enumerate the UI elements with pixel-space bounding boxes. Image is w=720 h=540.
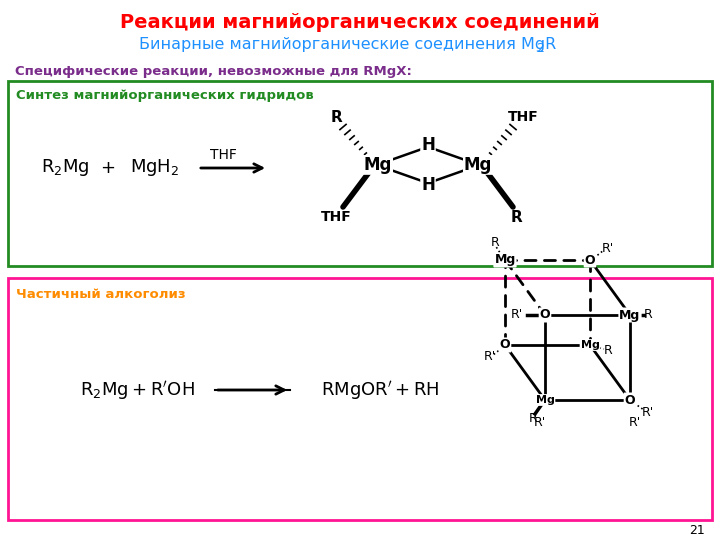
Text: $\mathsf{R_2Mg + R'OH}$: $\mathsf{R_2Mg + R'OH}$ xyxy=(80,379,195,402)
Text: H: H xyxy=(421,136,435,154)
Text: THF: THF xyxy=(508,110,539,124)
Text: O: O xyxy=(500,339,510,352)
Text: R: R xyxy=(644,308,652,321)
Text: O: O xyxy=(540,308,550,321)
Text: $\mathsf{MgH_2}$: $\mathsf{MgH_2}$ xyxy=(130,158,180,179)
Text: 2: 2 xyxy=(536,42,544,55)
Text: Mg: Mg xyxy=(495,253,516,267)
Text: $\mathsf{+}$: $\mathsf{+}$ xyxy=(100,159,116,177)
Text: Mg: Mg xyxy=(364,156,392,174)
Text: R: R xyxy=(528,411,537,424)
Text: $\mathsf{RMgOR' + RH}$: $\mathsf{RMgOR' + RH}$ xyxy=(320,379,439,402)
Text: R: R xyxy=(603,343,613,356)
Text: R': R' xyxy=(534,415,546,429)
Text: Mg: Mg xyxy=(464,156,492,174)
Text: THF: THF xyxy=(210,148,236,162)
Text: Mg: Mg xyxy=(580,340,600,350)
Text: R': R' xyxy=(602,241,614,254)
Bar xyxy=(8,81,712,266)
Text: R': R' xyxy=(510,308,523,321)
Text: Бинарные магнийорганические соединения MgR: Бинарные магнийорганические соединения M… xyxy=(140,37,557,51)
Text: O: O xyxy=(585,253,595,267)
Text: Синтез магнийорганических гидридов: Синтез магнийорганических гидридов xyxy=(16,90,314,103)
Text: $\mathsf{R_2Mg}$: $\mathsf{R_2Mg}$ xyxy=(41,158,89,179)
Text: R': R' xyxy=(642,406,654,419)
Text: Mg: Mg xyxy=(536,395,554,405)
Bar xyxy=(8,278,712,520)
Text: Реакции магнийорганических соединений: Реакции магнийорганических соединений xyxy=(120,12,600,31)
Text: R: R xyxy=(510,210,522,225)
Text: R': R' xyxy=(484,350,496,363)
Text: R: R xyxy=(330,110,342,125)
Text: R': R' xyxy=(629,415,641,429)
Text: 21: 21 xyxy=(689,523,705,537)
Text: H: H xyxy=(421,176,435,194)
Text: R: R xyxy=(490,235,500,248)
Text: Специфические реакции, невозможные для RMgX:: Специфические реакции, невозможные для R… xyxy=(15,65,412,78)
Text: Mg: Mg xyxy=(619,308,641,321)
Text: Частичный алкоголиз: Частичный алкоголиз xyxy=(16,287,186,300)
Text: THF: THF xyxy=(320,210,351,224)
Text: O: O xyxy=(625,394,635,407)
